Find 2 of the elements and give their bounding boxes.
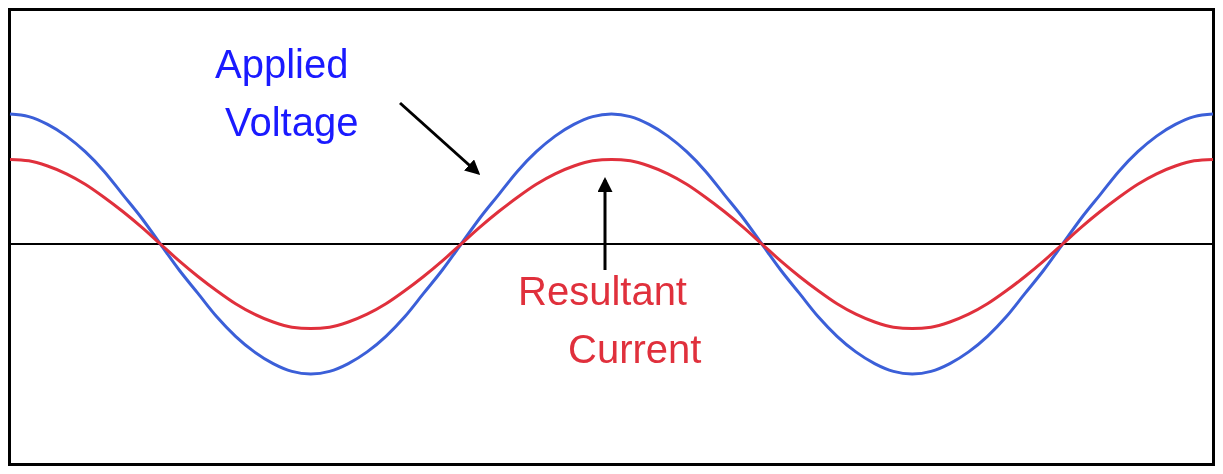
text: Applied Voltage <box>215 42 359 144</box>
series-label: Resultant Current <box>518 269 702 371</box>
